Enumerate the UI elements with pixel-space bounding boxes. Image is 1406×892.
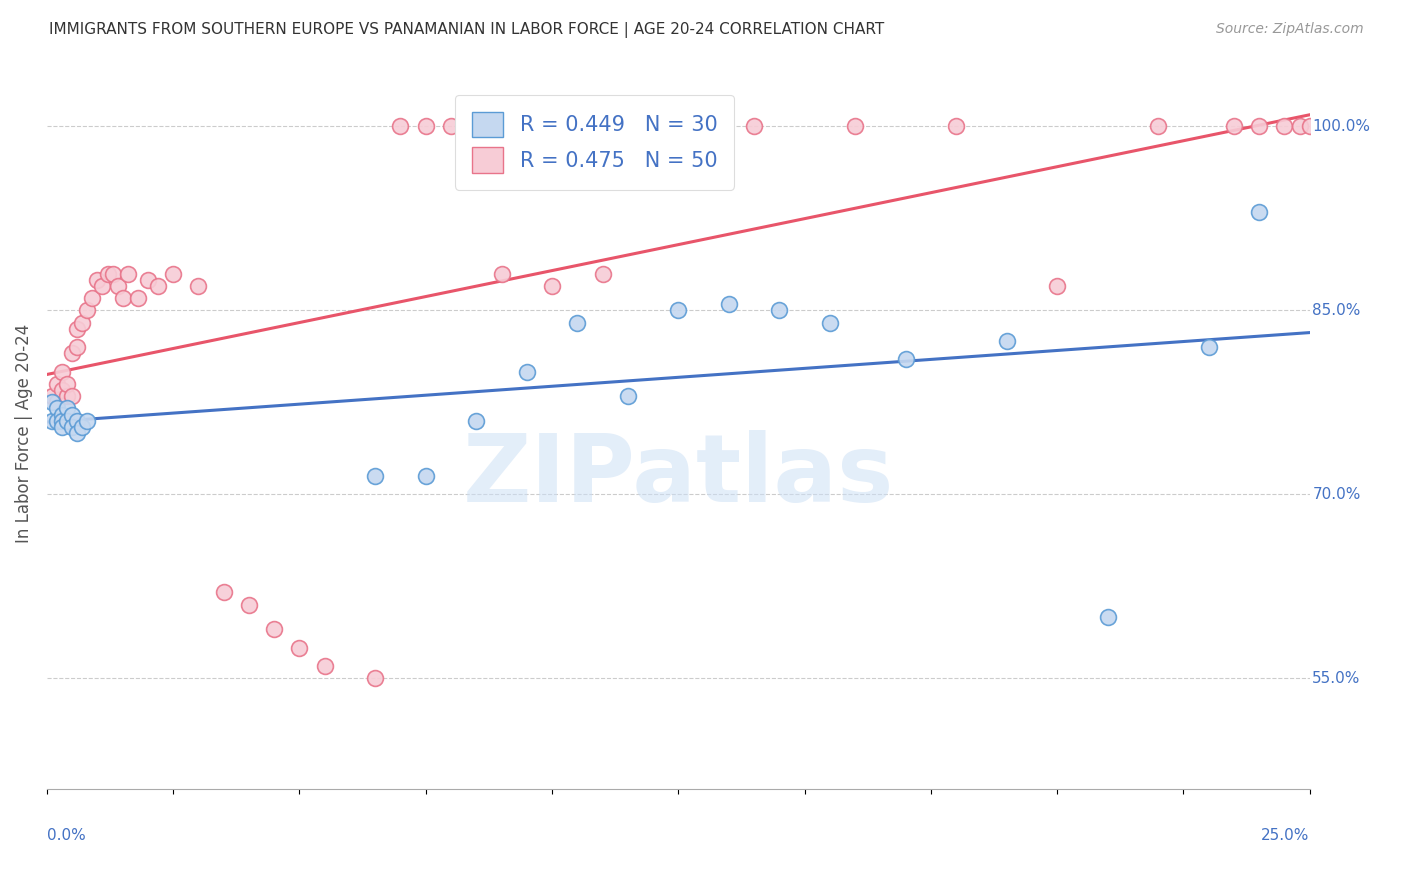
Point bbox=[263, 622, 285, 636]
Point bbox=[91, 278, 114, 293]
Point bbox=[60, 346, 83, 360]
Point bbox=[541, 278, 564, 293]
Point bbox=[162, 267, 184, 281]
Point bbox=[56, 389, 79, 403]
Text: Source: ZipAtlas.com: Source: ZipAtlas.com bbox=[1216, 22, 1364, 37]
Point bbox=[1274, 120, 1296, 134]
Point bbox=[945, 120, 967, 134]
Point bbox=[46, 376, 69, 391]
Point bbox=[70, 420, 93, 434]
Point bbox=[127, 291, 149, 305]
Point bbox=[415, 120, 437, 134]
Point bbox=[60, 420, 83, 434]
Point bbox=[768, 303, 790, 318]
Point bbox=[666, 303, 689, 318]
Text: 0.0%: 0.0% bbox=[46, 828, 86, 843]
Point bbox=[66, 322, 89, 336]
Point bbox=[66, 414, 89, 428]
Point bbox=[70, 316, 93, 330]
Point bbox=[46, 395, 69, 409]
Text: 55.0%: 55.0% bbox=[1312, 671, 1361, 686]
Point bbox=[894, 352, 917, 367]
Point bbox=[1223, 120, 1246, 134]
Point bbox=[41, 395, 63, 409]
Point bbox=[818, 316, 841, 330]
Point bbox=[96, 267, 118, 281]
Point bbox=[314, 659, 336, 673]
Point bbox=[238, 598, 260, 612]
Point bbox=[41, 414, 63, 428]
Point bbox=[567, 316, 589, 330]
Point bbox=[86, 273, 108, 287]
Y-axis label: In Labor Force | Age 20-24: In Labor Force | Age 20-24 bbox=[15, 324, 32, 542]
Point bbox=[717, 297, 740, 311]
Point bbox=[111, 291, 134, 305]
Point bbox=[101, 267, 124, 281]
Point bbox=[1097, 610, 1119, 624]
Point bbox=[440, 120, 463, 134]
Point bbox=[41, 389, 63, 403]
Point bbox=[146, 278, 169, 293]
Point bbox=[364, 671, 387, 685]
Point bbox=[212, 585, 235, 599]
Point bbox=[76, 414, 98, 428]
Point bbox=[51, 414, 73, 428]
Point bbox=[56, 414, 79, 428]
Point bbox=[60, 389, 83, 403]
Text: 25.0%: 25.0% bbox=[1261, 828, 1310, 843]
Point bbox=[844, 120, 866, 134]
Point bbox=[364, 469, 387, 483]
Point bbox=[1288, 120, 1310, 134]
Point bbox=[76, 303, 98, 318]
Legend: R = 0.449   N = 30, R = 0.475   N = 50: R = 0.449 N = 30, R = 0.475 N = 50 bbox=[456, 95, 734, 190]
Text: IMMIGRANTS FROM SOUTHERN EUROPE VS PANAMANIAN IN LABOR FORCE | AGE 20-24 CORRELA: IMMIGRANTS FROM SOUTHERN EUROPE VS PANAM… bbox=[49, 22, 884, 38]
Point bbox=[1046, 278, 1069, 293]
Point bbox=[51, 383, 73, 397]
Point bbox=[465, 120, 488, 134]
Point bbox=[288, 640, 311, 655]
Point bbox=[516, 365, 538, 379]
Point bbox=[1249, 205, 1271, 219]
Point bbox=[491, 267, 513, 281]
Point bbox=[1249, 120, 1271, 134]
Text: 85.0%: 85.0% bbox=[1312, 303, 1361, 318]
Point bbox=[641, 120, 664, 134]
Point bbox=[60, 408, 83, 422]
Point bbox=[66, 425, 89, 440]
Point bbox=[46, 414, 69, 428]
Point bbox=[66, 340, 89, 354]
Text: 70.0%: 70.0% bbox=[1312, 487, 1361, 502]
Point bbox=[187, 278, 209, 293]
Point bbox=[51, 365, 73, 379]
Point bbox=[136, 273, 159, 287]
Point bbox=[1198, 340, 1220, 354]
Point bbox=[995, 334, 1018, 348]
Point bbox=[56, 401, 79, 416]
Point bbox=[592, 267, 614, 281]
Text: ZIPatlas: ZIPatlas bbox=[463, 430, 894, 522]
Point bbox=[107, 278, 129, 293]
Point bbox=[389, 120, 412, 134]
Point bbox=[415, 469, 437, 483]
Point bbox=[1147, 120, 1170, 134]
Point bbox=[617, 389, 640, 403]
Point bbox=[56, 376, 79, 391]
Point bbox=[742, 120, 765, 134]
Point bbox=[82, 291, 104, 305]
Point bbox=[465, 414, 488, 428]
Point bbox=[46, 401, 69, 416]
Point bbox=[117, 267, 139, 281]
Point bbox=[51, 420, 73, 434]
Text: 100.0%: 100.0% bbox=[1312, 119, 1371, 134]
Point bbox=[1299, 120, 1322, 134]
Point bbox=[51, 408, 73, 422]
